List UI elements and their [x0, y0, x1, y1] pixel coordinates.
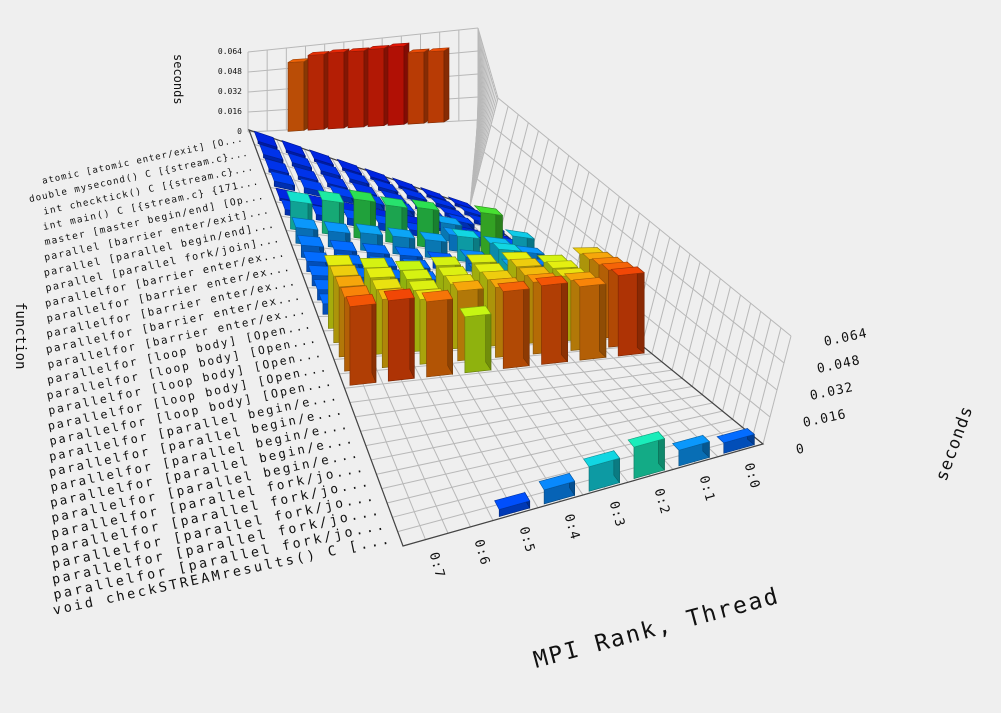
inset-grid-line: [471, 76, 493, 181]
inset-bar-0:0: [287, 57, 310, 132]
grid-line: [381, 410, 723, 490]
inset-bar-0:1: [307, 50, 330, 131]
bar-0:0-f28: [716, 427, 755, 454]
bar-0:2-f17: [535, 275, 569, 365]
grid-line: [490, 124, 785, 364]
inset-grid-line: [471, 83, 495, 189]
z-tick-label: 0.032: [809, 380, 855, 404]
inset-grid-line: [469, 94, 498, 202]
grid-line: [386, 418, 733, 504]
thread-labels: 0:0 0:1 0:2 0:3 0:4 0:5 0:6 0:7: [426, 461, 763, 580]
thread-label: 0:1: [696, 474, 718, 504]
thread-label: 0:6: [471, 538, 493, 568]
bar-0:5-f28: [494, 491, 531, 517]
x-axis-label: MPI Rank, Thread: [531, 583, 783, 674]
bar-0:3-f28: [583, 449, 621, 492]
bar-0:2-f28: [627, 430, 666, 480]
bar-0:7-f1: [259, 143, 284, 164]
bar-0:6-f1: [287, 152, 313, 172]
inset-grid-line: [471, 80, 494, 185]
grid-line: [497, 97, 792, 337]
grid-line: [371, 394, 703, 461]
bars-layer: [253, 42, 755, 517]
thread-label: 0:4: [561, 512, 583, 542]
inset-grid-line: [470, 90, 497, 198]
z-tick-labels: 0 0.016 0.032 0.048 0.064: [795, 326, 869, 458]
bar-0:0-f17: [610, 266, 645, 357]
grid-line: [355, 369, 673, 418]
bar-0:1-f17: [572, 276, 607, 361]
bar-0:4-f28: [538, 472, 576, 505]
inset-bars: [287, 42, 450, 132]
bar-0:6-f0: [281, 140, 306, 159]
inset-z-tick-label: 0.048: [218, 67, 242, 76]
inset-z-tick-label: 0.064: [218, 47, 242, 56]
inset-bar-0:3: [347, 47, 370, 129]
inset-grid-line: [470, 87, 496, 194]
inset-bar-0:6: [407, 48, 430, 125]
inset-z-tick-label: 0.032: [218, 87, 242, 96]
inset-bar-0:2: [327, 48, 350, 130]
inset-bar-0:4: [367, 44, 390, 127]
inset-z-tick-labels: 0 0.016 0.032 0.048 0.064: [218, 47, 242, 136]
thread-label: 0:3: [606, 500, 628, 530]
inset-bar-0:7: [427, 47, 450, 124]
inset-z-tick-label: 0: [237, 127, 242, 136]
z-tick-label: 0.064: [823, 326, 869, 350]
inset-bar-0:5: [387, 42, 410, 126]
bar-0:7-f3: [269, 170, 296, 192]
bar-0:1-f28: [671, 434, 710, 467]
z-tick-label: 0.048: [816, 353, 862, 377]
bar-0:7-f17: [345, 293, 377, 386]
inset-grid-line: [473, 66, 490, 168]
grid-line: [360, 377, 683, 432]
thread-label: 0:5: [516, 525, 538, 555]
y-axis-label: function: [12, 302, 28, 369]
bar-0:6-f17: [383, 288, 415, 382]
bar-0:4-f17: [459, 304, 492, 374]
z-axis-label: seconds: [932, 403, 978, 484]
z-tick-label: 0.016: [802, 407, 848, 431]
inset-grid-line: [247, 27, 479, 53]
grid-line: [344, 353, 652, 389]
bar-0:3-f17: [497, 280, 530, 369]
grid-line: [365, 386, 693, 447]
inset-grid-line: [472, 69, 491, 172]
bar-0:5-f17: [421, 289, 454, 378]
thread-label: 0:0: [741, 461, 763, 491]
bar-0:7-f0: [253, 130, 278, 151]
inset-grid-line: [472, 73, 492, 176]
thread-label: 0:2: [651, 487, 673, 517]
bar-0:5-f0: [309, 149, 335, 169]
thread-label: 0:7: [426, 551, 448, 581]
grid-line: [349, 361, 663, 404]
z-tick-label: 0: [795, 441, 807, 458]
inset-z-tick-label: 0.016: [218, 107, 242, 116]
grid-line: [376, 402, 713, 475]
inset-z-axis-label: seconds: [171, 54, 185, 105]
